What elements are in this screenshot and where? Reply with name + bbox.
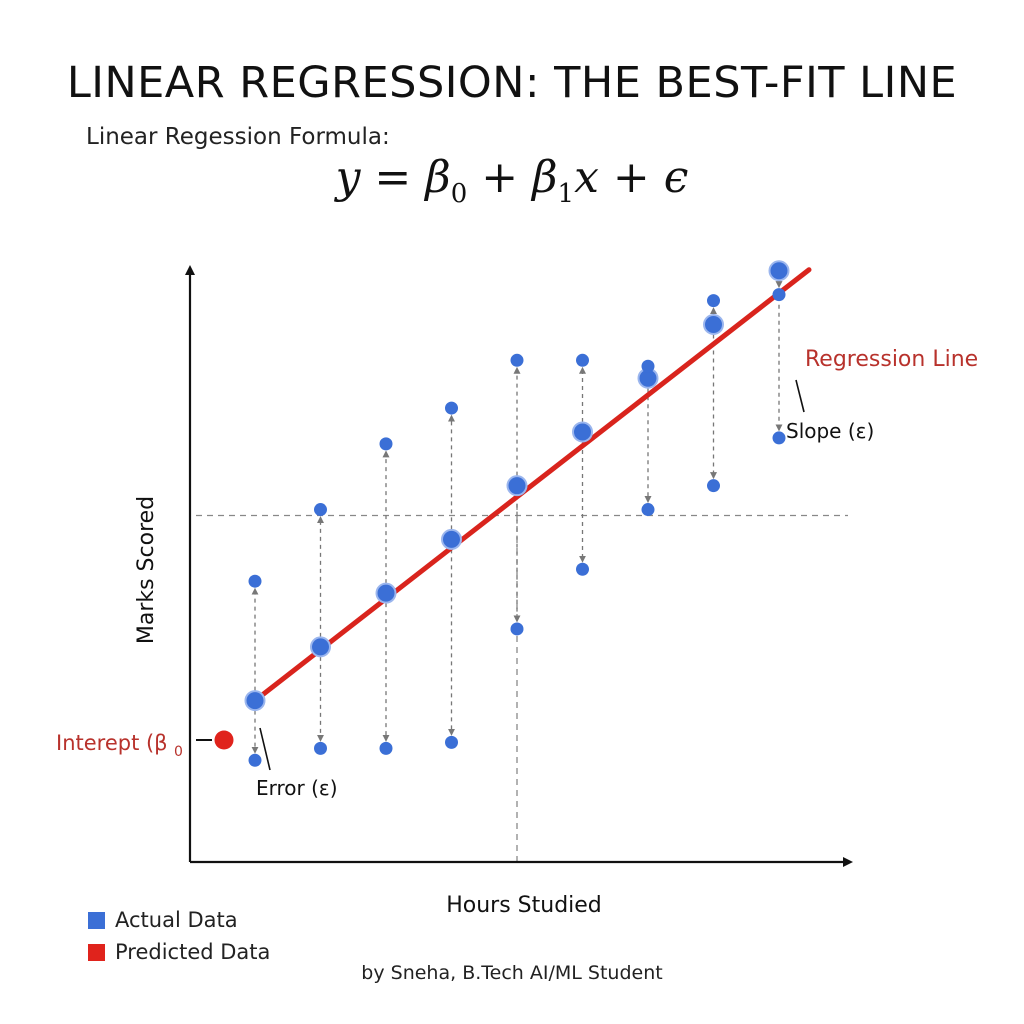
legend-item-actual: Actual Data: [88, 904, 270, 936]
formula-plus-1: +: [467, 152, 533, 203]
error-arrows: [251, 280, 783, 754]
formula-epsilon: ϵ: [663, 152, 689, 203]
actual-point: [576, 353, 589, 367]
formula-plus-2: +: [598, 152, 664, 203]
actual-point: [772, 431, 786, 445]
legend-item-predicted: Predicted Data: [88, 936, 270, 968]
regression-line-group: [252, 267, 812, 704]
regression-line-label: Regression Line: [805, 347, 978, 372]
legend: Actual Data Predicted Data: [88, 904, 270, 968]
actual-point: [445, 401, 458, 415]
data-points: [214, 260, 790, 767]
y-axis-label: Marks Scored: [134, 496, 159, 644]
fitted-point: [703, 313, 724, 335]
actual-point: [314, 503, 327, 517]
actual-point: [510, 622, 524, 636]
actual-point: [707, 479, 720, 493]
actual-point: [641, 503, 655, 517]
formula-beta1: β: [532, 152, 558, 203]
actual-point: [772, 288, 786, 302]
formula-label: Linear Regession Formula:: [86, 124, 390, 150]
fitted-point: [375, 582, 397, 604]
intercept-label-sub: 0: [174, 744, 183, 760]
intercept-point: [214, 730, 234, 750]
legend-label-predicted: Predicted Data: [115, 940, 271, 964]
regression-formula: y = β0 + β1x + ϵ: [0, 152, 1024, 209]
x-axis-label: Hours Studied: [446, 893, 602, 918]
fitted-point: [506, 475, 528, 497]
actual-point: [641, 359, 655, 373]
chart-labels: Regression Line Slope (ε) Interept (β 0 Erro…: [56, 347, 978, 918]
actual-point: [379, 437, 393, 451]
fitted-point: [244, 690, 266, 712]
actual-point: [510, 353, 524, 367]
slope-pointer: [795, 379, 805, 413]
slope-label: Slope (ε): [786, 419, 874, 443]
formula-beta0-sub: 0: [450, 178, 468, 209]
actual-point: [248, 753, 262, 767]
fitted-point: [572, 421, 593, 443]
legend-label-actual: Actual Data: [115, 908, 238, 932]
page-title: LINEAR REGRESSION: THE BEST-FIT LINE: [66, 58, 958, 108]
formula-beta1-sub: 1: [557, 178, 575, 209]
axes: [185, 265, 853, 867]
formula-x: x: [574, 152, 599, 203]
legend-swatch-predicted: [88, 943, 105, 961]
reference-lines: [196, 485, 848, 862]
error-pointer: [259, 727, 271, 771]
intercept-label: Interept (β: [56, 731, 168, 755]
regression-line: [252, 267, 812, 704]
actual-point: [445, 735, 458, 749]
fitted-point: [768, 260, 790, 282]
legend-swatch-actual: [88, 911, 105, 929]
error-label: Error (ε): [256, 776, 338, 800]
formula-beta0: β: [425, 152, 451, 203]
actual-point: [379, 741, 393, 755]
author-credit: by Sneha, B.Tech AI/ML Student: [361, 962, 663, 984]
formula-y: y: [335, 152, 361, 203]
formula-eq: =: [360, 152, 426, 203]
fitted-point: [441, 528, 462, 550]
actual-point: [248, 574, 262, 588]
fitted-point: [310, 636, 331, 658]
actual-point: [576, 562, 589, 576]
actual-point: [314, 741, 327, 755]
actual-point: [707, 294, 720, 308]
